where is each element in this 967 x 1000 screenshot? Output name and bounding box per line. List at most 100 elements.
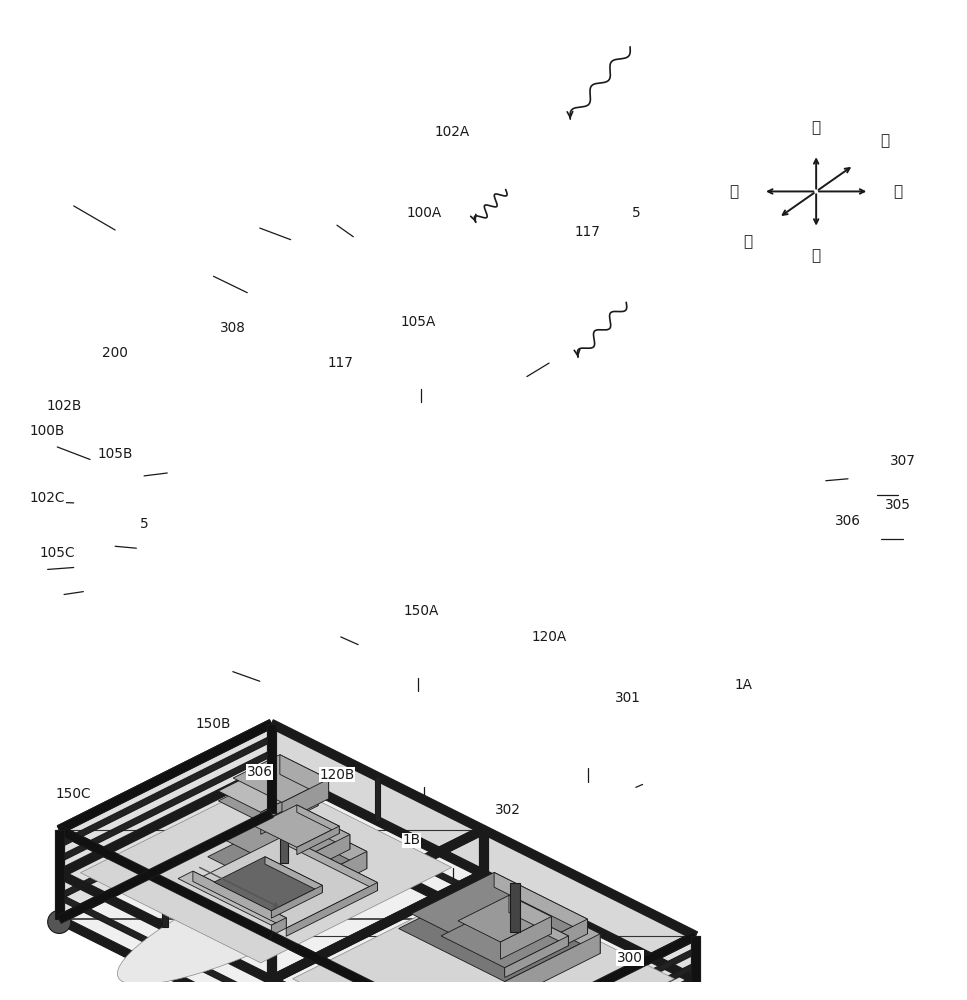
Polygon shape bbox=[58, 736, 273, 847]
Text: 120B: 120B bbox=[319, 768, 355, 782]
Polygon shape bbox=[270, 720, 485, 834]
Polygon shape bbox=[272, 830, 695, 1000]
Polygon shape bbox=[270, 870, 485, 984]
Polygon shape bbox=[162, 883, 168, 927]
Text: 105B: 105B bbox=[98, 447, 132, 461]
Polygon shape bbox=[254, 805, 339, 847]
Text: 120A: 120A bbox=[532, 630, 567, 644]
Polygon shape bbox=[494, 881, 601, 953]
Polygon shape bbox=[57, 916, 274, 1000]
Polygon shape bbox=[480, 830, 487, 919]
Polygon shape bbox=[293, 806, 350, 849]
Text: 306: 306 bbox=[247, 765, 273, 779]
Polygon shape bbox=[270, 932, 485, 1000]
Polygon shape bbox=[483, 948, 697, 1000]
Polygon shape bbox=[192, 871, 286, 928]
Polygon shape bbox=[282, 835, 350, 883]
Polygon shape bbox=[214, 857, 322, 911]
Text: 305: 305 bbox=[885, 498, 911, 512]
Polygon shape bbox=[59, 724, 272, 919]
Polygon shape bbox=[505, 936, 569, 978]
Polygon shape bbox=[297, 805, 339, 834]
Polygon shape bbox=[480, 830, 487, 919]
Polygon shape bbox=[59, 724, 484, 936]
Polygon shape bbox=[270, 826, 485, 940]
Polygon shape bbox=[192, 836, 377, 928]
Polygon shape bbox=[482, 932, 697, 1000]
Polygon shape bbox=[117, 852, 383, 985]
Polygon shape bbox=[272, 885, 322, 918]
Text: 100A: 100A bbox=[406, 206, 441, 220]
Polygon shape bbox=[297, 826, 339, 855]
Polygon shape bbox=[505, 904, 569, 946]
Polygon shape bbox=[57, 720, 274, 834]
Polygon shape bbox=[59, 830, 272, 1000]
Text: 1B: 1B bbox=[402, 833, 421, 847]
Polygon shape bbox=[270, 826, 485, 940]
Polygon shape bbox=[265, 857, 322, 893]
Polygon shape bbox=[58, 894, 273, 1000]
Text: 307: 307 bbox=[890, 454, 916, 468]
Polygon shape bbox=[484, 936, 695, 1000]
Text: 1A: 1A bbox=[735, 678, 753, 692]
Circle shape bbox=[472, 910, 495, 933]
Polygon shape bbox=[270, 916, 485, 1000]
Polygon shape bbox=[270, 764, 485, 878]
Polygon shape bbox=[57, 809, 274, 923]
Polygon shape bbox=[282, 851, 366, 911]
Polygon shape bbox=[267, 936, 276, 1000]
Polygon shape bbox=[57, 720, 274, 834]
Text: 前: 前 bbox=[744, 234, 752, 249]
Text: 102B: 102B bbox=[46, 399, 81, 413]
Polygon shape bbox=[270, 788, 484, 899]
Polygon shape bbox=[286, 883, 377, 936]
Polygon shape bbox=[59, 813, 484, 1000]
Polygon shape bbox=[267, 936, 276, 1000]
Polygon shape bbox=[270, 809, 485, 923]
Polygon shape bbox=[482, 976, 697, 1000]
Polygon shape bbox=[282, 779, 329, 822]
Text: 117: 117 bbox=[574, 225, 601, 239]
Polygon shape bbox=[411, 872, 587, 960]
Polygon shape bbox=[59, 768, 484, 980]
Polygon shape bbox=[58, 751, 273, 862]
Polygon shape bbox=[280, 819, 288, 863]
Text: 300: 300 bbox=[617, 951, 643, 965]
Polygon shape bbox=[57, 764, 274, 878]
Text: 200: 200 bbox=[103, 346, 128, 360]
Text: 301: 301 bbox=[615, 691, 641, 705]
Polygon shape bbox=[272, 918, 286, 936]
Polygon shape bbox=[284, 836, 377, 891]
Polygon shape bbox=[483, 963, 697, 1000]
Polygon shape bbox=[482, 932, 697, 1000]
Polygon shape bbox=[494, 872, 587, 934]
Polygon shape bbox=[458, 895, 551, 942]
Polygon shape bbox=[55, 830, 64, 919]
Circle shape bbox=[260, 804, 283, 827]
Text: 后: 后 bbox=[880, 134, 889, 149]
Polygon shape bbox=[482, 870, 697, 984]
Polygon shape bbox=[441, 904, 569, 968]
Text: 右: 右 bbox=[894, 184, 902, 199]
Text: 5: 5 bbox=[139, 517, 149, 531]
Polygon shape bbox=[178, 871, 286, 925]
Text: 306: 306 bbox=[835, 514, 861, 528]
Polygon shape bbox=[272, 919, 695, 1000]
Text: 302: 302 bbox=[495, 803, 520, 817]
Polygon shape bbox=[270, 894, 484, 1000]
Text: 100B: 100B bbox=[30, 424, 66, 438]
Polygon shape bbox=[276, 762, 318, 793]
Polygon shape bbox=[501, 917, 551, 959]
Polygon shape bbox=[293, 814, 366, 869]
Polygon shape bbox=[57, 809, 274, 923]
Polygon shape bbox=[398, 881, 601, 982]
Text: 105A: 105A bbox=[400, 315, 435, 329]
Polygon shape bbox=[270, 976, 485, 1000]
Polygon shape bbox=[58, 788, 273, 899]
Polygon shape bbox=[224, 806, 350, 869]
Polygon shape bbox=[270, 894, 484, 1000]
Polygon shape bbox=[482, 916, 697, 1000]
Polygon shape bbox=[374, 777, 380, 821]
Text: 102C: 102C bbox=[30, 491, 66, 505]
Polygon shape bbox=[340, 963, 605, 1000]
